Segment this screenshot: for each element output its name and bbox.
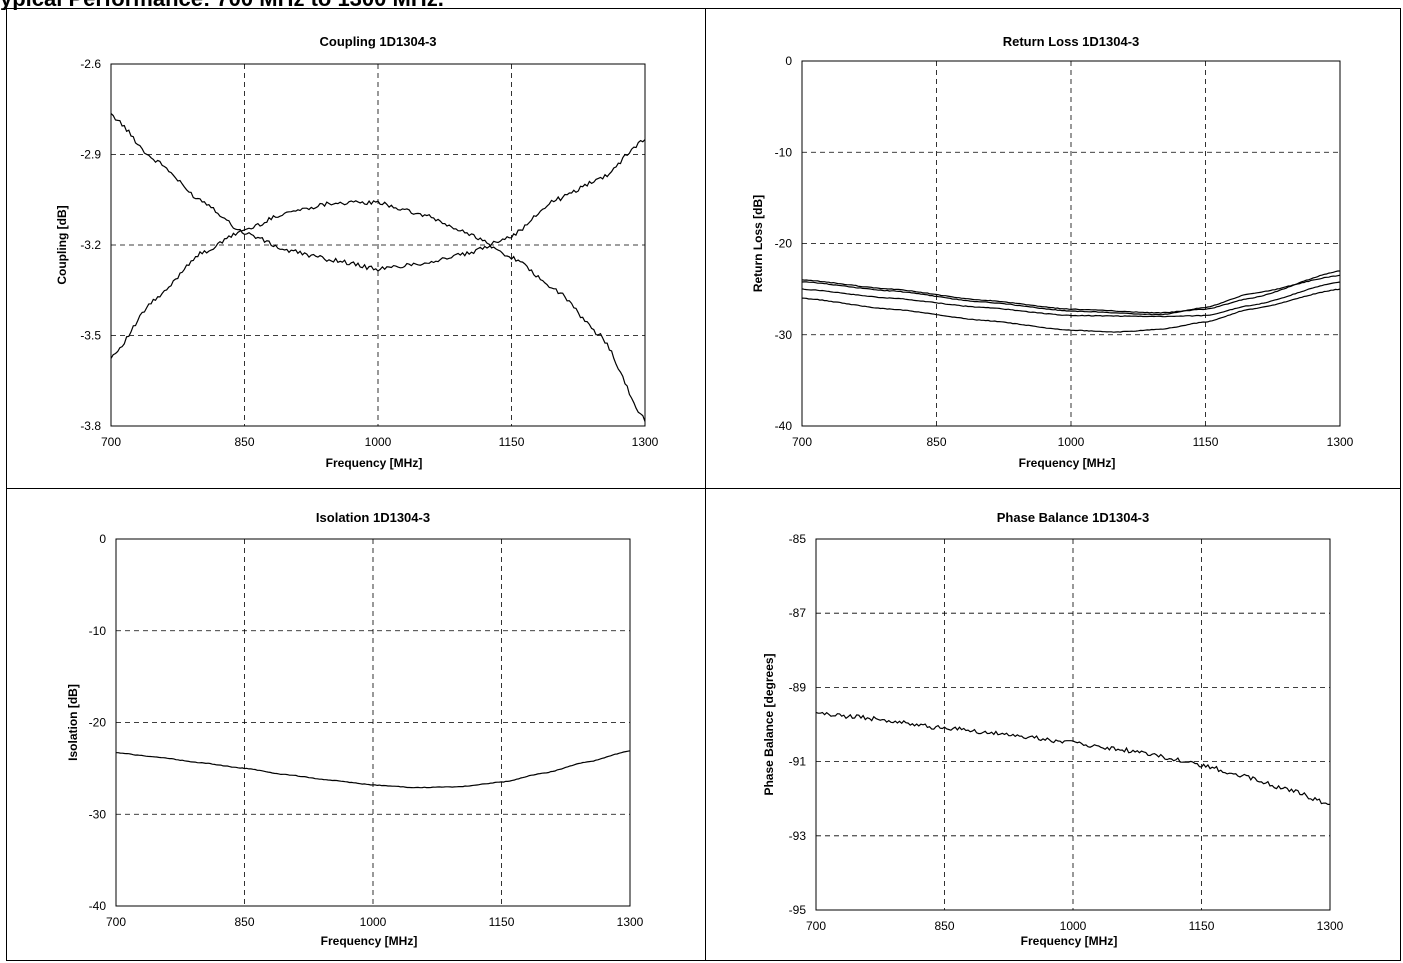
phase-balance-plot-frame xyxy=(815,538,1331,911)
panel-divider-vertical xyxy=(705,8,706,961)
return-loss-ytick-label: -10 xyxy=(775,145,793,159)
coupling-xtick-label: 1000 xyxy=(365,435,392,449)
isolation-xlabel: Frequency [MHz] xyxy=(321,934,418,948)
coupling-xtick-label: 1150 xyxy=(499,435,525,449)
phase-balance-ytick-label: -95 xyxy=(789,903,807,917)
phase-balance-ytick-label: -93 xyxy=(789,829,807,843)
phase-balance-xtick-label: 1300 xyxy=(1317,919,1344,933)
coupling-xlabel: Frequency [MHz] xyxy=(326,456,423,470)
phase-balance-series-line-1 xyxy=(815,711,1330,805)
isolation-ytick-label: -40 xyxy=(89,899,107,913)
isolation-title: Isolation 1D1304-3 xyxy=(316,510,430,525)
isolation-ytick-label: -30 xyxy=(89,807,107,821)
isolation-chart: Isolation 1D1304-3 700 850 1000 1150 1300 0 -10… xyxy=(66,510,644,948)
isolation-ylabel: Isolation [dB] xyxy=(66,684,80,761)
return-loss-chart-panel: Return Loss 1D1304-3 700 850 1000 1150 1300 0 -… xyxy=(706,8,1401,488)
phase-balance-ylabel: Phase Balance [degrees] xyxy=(762,653,776,795)
coupling-chart-panel: Coupling 1D1304-3 700 850 1000 1150 1300 -2.6 -… xyxy=(6,8,705,488)
phase-balance-ytick-label: -85 xyxy=(789,532,807,546)
phase-balance-xtick-label: 1150 xyxy=(1189,919,1215,933)
return-loss-ytick-label: -30 xyxy=(775,328,793,342)
phase-balance-xlabel: Frequency [MHz] xyxy=(1021,934,1118,948)
phase-balance-chart: Phase Balance 1D1304-3 700 850 1000 1150 1300… xyxy=(762,510,1344,948)
return-loss-ytick-label: -20 xyxy=(775,237,793,251)
return-loss-series-line-4 xyxy=(801,288,1341,333)
chart-grid-frame xyxy=(6,8,1401,961)
phase-balance-ytick-label: -87 xyxy=(789,606,807,620)
return-loss-ylabel: Return Loss [dB] xyxy=(751,195,765,292)
isolation-plot-frame xyxy=(115,538,631,907)
isolation-ytick-label: 0 xyxy=(99,532,106,546)
return-loss-xtick-label: 1000 xyxy=(1058,435,1085,449)
phase-balance-ytick-label: -89 xyxy=(789,680,807,694)
isolation-ytick-label: -20 xyxy=(89,716,107,730)
coupling-ylabel: Coupling [dB] xyxy=(55,205,69,284)
return-loss-series-line-2 xyxy=(801,274,1341,316)
isolation-xtick-label: 1150 xyxy=(489,915,515,929)
coupling-ytick-label: -3.8 xyxy=(80,419,101,433)
return-loss-ytick-label: 0 xyxy=(785,54,792,68)
phase-balance-ytick-label: -91 xyxy=(789,755,807,769)
phase-balance-chart-panel: Phase Balance 1D1304-3 700 850 1000 1150 1300… xyxy=(706,489,1401,961)
coupling-ytick-label: -3.2 xyxy=(80,238,101,252)
return-loss-plot-frame xyxy=(801,60,1341,427)
coupling-ytick-label: -2.6 xyxy=(80,57,101,71)
phase-balance-xtick-label: 850 xyxy=(934,919,954,933)
return-loss-chart: Return Loss 1D1304-3 700 850 1000 1150 1300 0 -… xyxy=(751,34,1354,470)
panel-divider-horizontal xyxy=(6,488,1401,489)
isolation-chart-panel: Isolation 1D1304-3 700 850 1000 1150 1300 0 -10… xyxy=(6,489,705,961)
return-loss-xtick-label: 700 xyxy=(792,435,812,449)
coupling-series-line-1 xyxy=(110,113,646,272)
return-loss-series-line-1 xyxy=(801,270,1340,314)
isolation-series-line-1 xyxy=(116,750,631,789)
coupling-xtick-label: 700 xyxy=(101,435,121,449)
coupling-series-line-2 xyxy=(110,200,646,422)
coupling-plot-frame xyxy=(110,63,646,427)
coupling-xtick-label: 1300 xyxy=(632,435,659,449)
isolation-xtick-label: 1000 xyxy=(360,915,387,929)
page-heading: ypical Performance: 700 MHz to 1300 MHz. xyxy=(0,0,900,10)
phase-balance-title: Phase Balance 1D1304-3 xyxy=(997,510,1149,525)
return-loss-xtick-label: 1300 xyxy=(1327,435,1354,449)
return-loss-series-line-3 xyxy=(801,281,1341,318)
isolation-xtick-label: 850 xyxy=(234,915,254,929)
coupling-ytick-label: -3.5 xyxy=(80,329,101,343)
coupling-title: Coupling 1D1304-3 xyxy=(319,34,436,49)
return-loss-title: Return Loss 1D1304-3 xyxy=(1003,34,1140,49)
isolation-xtick-label: 1300 xyxy=(617,915,644,929)
isolation-ytick-label: -10 xyxy=(89,624,107,638)
coupling-xtick-label: 850 xyxy=(234,435,254,449)
return-loss-xlabel: Frequency [MHz] xyxy=(1019,456,1116,470)
return-loss-xtick-label: 1150 xyxy=(1193,435,1219,449)
return-loss-ytick-label: -40 xyxy=(775,419,793,433)
isolation-xtick-label: 700 xyxy=(106,915,126,929)
coupling-chart: Coupling 1D1304-3 700 850 1000 1150 1300 -2.6 -… xyxy=(55,34,659,470)
coupling-ytick-label: -2.9 xyxy=(80,148,101,162)
phase-balance-xtick-label: 1000 xyxy=(1060,919,1087,933)
return-loss-xtick-label: 850 xyxy=(926,435,946,449)
phase-balance-xtick-label: 700 xyxy=(806,919,826,933)
